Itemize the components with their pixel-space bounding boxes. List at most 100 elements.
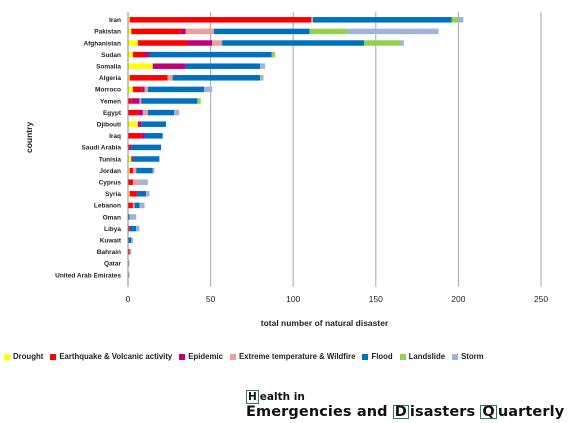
- legend-swatch: [4, 353, 10, 360]
- bar-segment: [144, 86, 148, 93]
- legend-item: Landslide: [399, 352, 446, 361]
- bar-segment: [136, 191, 138, 197]
- stacked-bar-chart: Iran Pakistan Afghanistan Sudan Somalia Alger…: [24, 12, 548, 328]
- bar-segment: [458, 17, 464, 23]
- country-label: United Arab Emirates: [55, 272, 121, 279]
- legend-label: Landslide: [408, 352, 446, 361]
- bar-segment: [141, 121, 166, 127]
- bar-segment: [128, 17, 130, 23]
- bar-segment: [271, 51, 276, 58]
- logo-text: Emergencies and: [246, 404, 393, 420]
- y-axis-title: country: [24, 122, 34, 153]
- bar-segment: [128, 121, 138, 127]
- bar-segment: [131, 237, 133, 243]
- bar-segment: [129, 249, 132, 255]
- bar-segment: [131, 156, 133, 162]
- logo-boxed-letter: H: [246, 390, 259, 404]
- bar-segment: [128, 191, 130, 197]
- country-label: Kuwait: [100, 238, 122, 245]
- bar-segment: [347, 28, 439, 35]
- bar-segment: [141, 86, 145, 93]
- bar-segment: [213, 28, 310, 35]
- country-label: Iran: [109, 17, 121, 24]
- bar-segment: [141, 133, 145, 139]
- bar-segment: [132, 51, 145, 58]
- country-label: Jordan: [99, 168, 121, 175]
- bar-segment: [128, 133, 142, 139]
- bar-segment: [185, 63, 261, 69]
- logo-boxed-letter: Q: [480, 404, 497, 420]
- bar-segment: [203, 86, 213, 93]
- bar-segment: [146, 191, 150, 197]
- bar-segment: [128, 156, 132, 162]
- bar-segment: [174, 109, 180, 116]
- bar-segment: [128, 167, 130, 174]
- legend-item: Drought: [4, 352, 43, 361]
- bar-segment: [261, 75, 264, 81]
- legend-label: Storm: [461, 352, 484, 361]
- legend-swatch: [50, 353, 57, 360]
- country-label: Bahrain: [97, 249, 121, 256]
- bar-segment: [128, 225, 130, 232]
- bar-segment: [129, 75, 168, 81]
- bar-segment: [185, 28, 214, 35]
- legend-item: Extreme temperature & Wildfire: [229, 352, 356, 361]
- bar-segment: [129, 144, 132, 151]
- bar-segment: [152, 167, 155, 174]
- country-label: Somalia: [96, 64, 121, 71]
- bar-segment: [136, 167, 153, 174]
- bar-segment: [132, 86, 142, 93]
- bar-segment: [137, 191, 147, 197]
- bar-segment: [137, 121, 142, 127]
- bar-segment: [149, 51, 272, 58]
- bar-segment: [139, 202, 145, 209]
- legend-label: Flood: [371, 352, 393, 361]
- logo-text: isasters: [409, 404, 481, 420]
- bar-segment: [131, 28, 181, 35]
- country-label: Syria: [105, 191, 121, 198]
- legend-label: Earthquake & Volcanic activity: [59, 352, 173, 361]
- x-tick-label: 50: [206, 294, 216, 304]
- bar-segment: [260, 75, 262, 81]
- bar-segment: [132, 202, 135, 209]
- bar-segment: [144, 133, 163, 139]
- legend-label: Extreme temperature & Wildfire: [238, 352, 356, 361]
- legend-swatch: [229, 353, 236, 360]
- bar-segment: [128, 40, 138, 46]
- bar-segment: [128, 144, 130, 151]
- bar-segment: [128, 51, 133, 58]
- legend-swatch: [362, 353, 369, 360]
- country-label: Qatar: [104, 261, 121, 268]
- bars: [128, 17, 464, 278]
- country-label: Saudi Arabia: [82, 145, 122, 152]
- bar-segment: [144, 51, 150, 58]
- country-label: Pakistan: [94, 29, 121, 36]
- x-tick-label: 0: [126, 294, 131, 304]
- logo-text: ealth in: [259, 391, 305, 403]
- legend-label: Drought: [13, 352, 44, 361]
- bar-segment: [128, 98, 132, 104]
- legend: Drought Earthquake & Volcanic activity Epi…: [4, 352, 576, 361]
- country-label: Sudan: [101, 52, 121, 59]
- x-tick-label: 100: [286, 294, 300, 304]
- bar-segment: [134, 202, 140, 209]
- bar-segment: [129, 167, 133, 174]
- country-label: Djibouti: [97, 122, 121, 129]
- x-tick-label: 150: [369, 294, 383, 304]
- legend-item: Flood: [362, 352, 393, 361]
- bar-segment: [197, 98, 201, 104]
- bar-segment: [141, 98, 198, 104]
- bar-segment: [128, 28, 132, 35]
- country-label: Lebanon: [94, 203, 121, 210]
- bar-segment: [172, 75, 261, 81]
- bar-segment: [147, 109, 175, 116]
- bar-segment: [128, 214, 130, 220]
- bar-segment: [136, 225, 140, 232]
- logo-boxed-letter: D: [392, 404, 409, 420]
- bar-segment: [132, 179, 140, 185]
- bar-segment: [139, 179, 148, 185]
- country-label: Oman: [103, 214, 121, 221]
